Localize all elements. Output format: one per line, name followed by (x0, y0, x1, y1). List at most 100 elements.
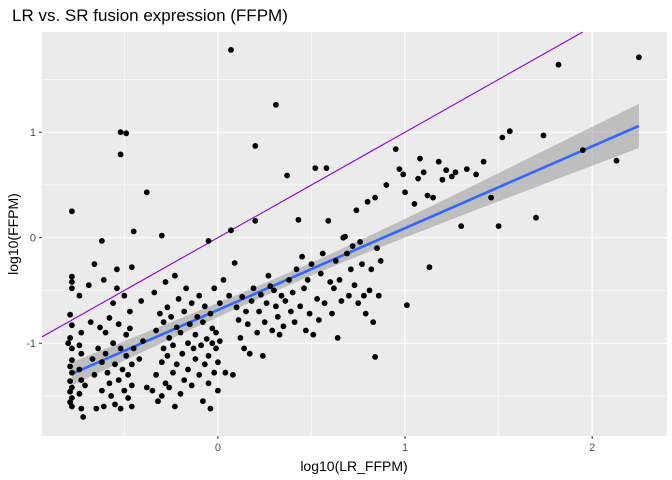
x-tick-label: 0 (215, 442, 221, 454)
data-point (327, 279, 334, 285)
data-point (97, 324, 103, 331)
data-point (158, 359, 165, 366)
data-point (160, 319, 167, 325)
data-point (67, 363, 73, 370)
regression-line (71, 124, 640, 375)
data-point (209, 340, 216, 347)
x-axis-title: log10(LR_FFPM) (300, 458, 407, 474)
data-point (342, 233, 348, 240)
data-point (228, 47, 234, 53)
data-point (173, 324, 180, 331)
y-tick-label: 0 (30, 233, 36, 245)
data-point (130, 345, 137, 352)
data-point (316, 317, 322, 323)
data-point (100, 277, 107, 283)
data-point (495, 223, 502, 230)
data-point (185, 366, 191, 373)
data-point (375, 292, 382, 299)
data-point (331, 285, 337, 292)
data-point (200, 319, 206, 325)
data-point (149, 387, 156, 394)
data-point (100, 403, 107, 410)
data-point (297, 303, 304, 310)
data-point (244, 321, 251, 328)
data-point (91, 261, 98, 267)
data-point (364, 198, 371, 205)
data-point (102, 350, 109, 357)
data-point (168, 313, 175, 320)
data-point (114, 266, 120, 273)
data-point (151, 289, 158, 296)
data-point (344, 250, 350, 257)
confidence-band-layer (71, 103, 639, 386)
y-tick-label: 1 (30, 127, 36, 139)
data-point (349, 243, 356, 250)
data-point (211, 369, 218, 376)
data-point (69, 369, 75, 376)
data-point (181, 377, 188, 383)
data-point (613, 157, 620, 164)
y-axis-title: log10(FFPM) (5, 193, 21, 275)
chart-title: LR vs. SR fusion expression (FFPM) (12, 6, 288, 25)
y-axis-ticks: -1 0 1 (26, 127, 42, 350)
identity-line (41, 31, 584, 338)
data-point (366, 287, 373, 294)
data-point (158, 393, 165, 399)
data-point (415, 175, 421, 182)
data-point (115, 321, 122, 328)
data-point (222, 369, 229, 376)
data-point (172, 403, 178, 410)
data-point (99, 359, 105, 366)
data-point (67, 378, 73, 384)
data-point (314, 296, 320, 302)
data-point (130, 228, 137, 235)
data-point (274, 313, 281, 320)
data-point (205, 352, 212, 359)
data-point (411, 201, 418, 207)
data-point (211, 285, 218, 292)
data-point (359, 261, 365, 267)
data-point (183, 285, 190, 292)
data-point (136, 356, 143, 362)
data-point (69, 273, 75, 280)
line-layer (41, 31, 640, 375)
data-point (117, 151, 124, 158)
confidence-band (71, 103, 639, 386)
data-point (579, 147, 586, 154)
data-point (306, 310, 313, 317)
y-tick-label: -1 (26, 338, 36, 350)
data-point (248, 298, 255, 304)
data-point (170, 369, 176, 376)
data-point (67, 311, 73, 318)
data-point (310, 331, 317, 338)
data-point (351, 282, 358, 289)
data-point (304, 277, 311, 283)
data-point (230, 371, 236, 378)
points-layer (65, 47, 642, 420)
data-point (166, 384, 173, 391)
data-point (452, 169, 459, 176)
data-point (69, 285, 75, 292)
data-point (153, 327, 160, 334)
data-point (201, 303, 208, 310)
data-point (112, 361, 118, 368)
data-point (128, 382, 135, 389)
data-point (76, 366, 83, 373)
data-point (93, 405, 100, 412)
data-point (357, 239, 363, 245)
data-point (69, 279, 75, 285)
data-point (289, 289, 296, 296)
data-point (346, 292, 352, 299)
data-point (323, 165, 330, 172)
data-point (205, 238, 212, 244)
data-point (170, 342, 176, 349)
data-point (243, 308, 249, 315)
data-point (555, 61, 562, 68)
data-point (201, 361, 208, 368)
data-point (123, 352, 130, 359)
data-point (276, 331, 283, 338)
data-point (185, 340, 191, 347)
data-point (188, 300, 195, 306)
data-point (250, 285, 257, 292)
data-point (166, 335, 173, 341)
